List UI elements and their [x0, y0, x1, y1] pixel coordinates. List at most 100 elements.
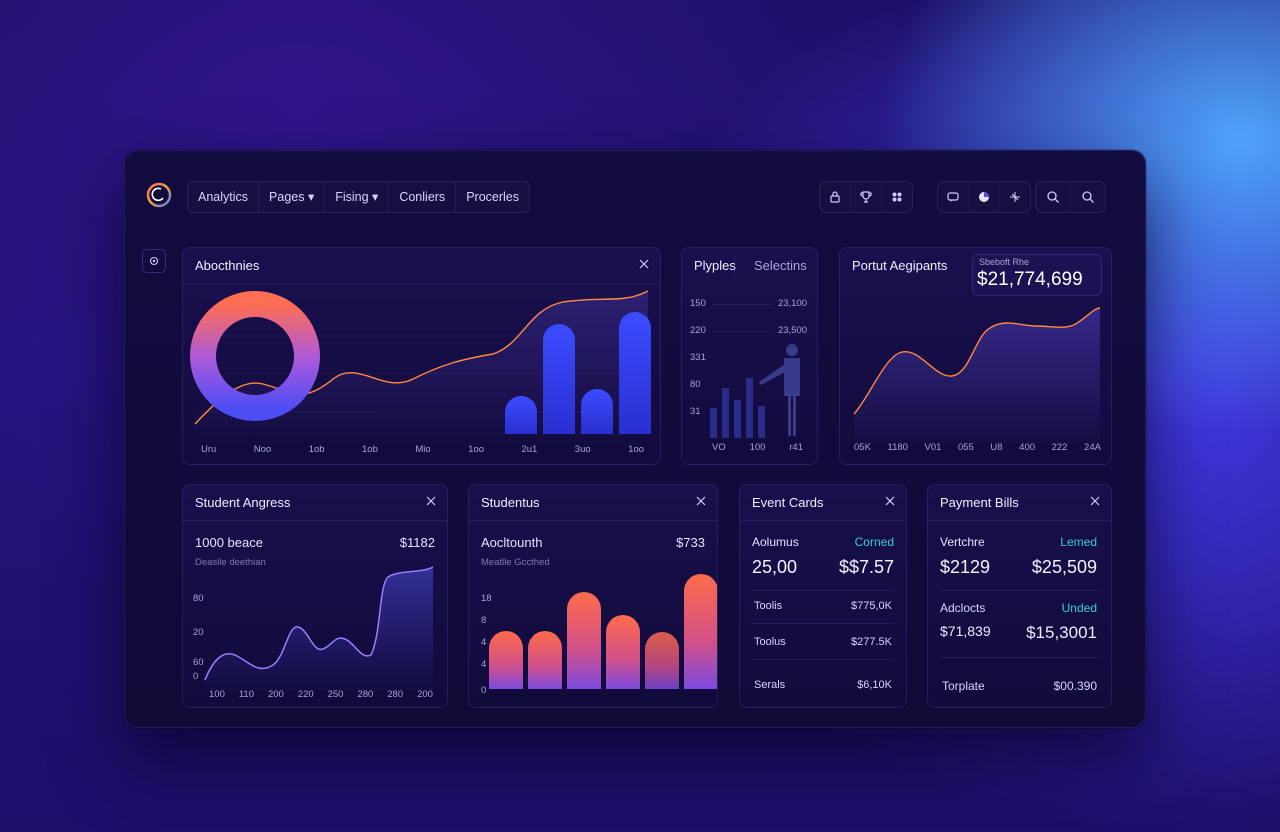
- tick-label: 05K: [854, 442, 871, 453]
- app-logo[interactable]: [145, 181, 173, 209]
- card-title: Portut Aegipants: [852, 258, 948, 273]
- tick-label: 24A: [1084, 442, 1101, 453]
- search-button[interactable]: [1036, 182, 1071, 212]
- tick-label: Uru: [201, 444, 217, 455]
- y-label: 150: [690, 298, 706, 309]
- col-label: Aolumus: [752, 535, 799, 549]
- x-axis: Uru Noo 1ob 1ob Mio 1oo 2u1 3uo 1oo: [201, 444, 644, 455]
- y-label: 80: [690, 379, 701, 390]
- y-label: 4: [481, 637, 487, 648]
- tick-label: 055: [957, 442, 974, 453]
- bar: [581, 389, 613, 434]
- lock-button[interactable]: [820, 182, 851, 212]
- bar: [619, 312, 651, 434]
- big-value: $2129: [940, 557, 991, 577]
- search-icon: [1082, 191, 1094, 203]
- nav-pages[interactable]: Pages ▾: [259, 182, 326, 212]
- close-icon[interactable]: [1089, 495, 1101, 507]
- chat-button[interactable]: [938, 182, 969, 212]
- sparkle-icon: [1010, 192, 1020, 202]
- col-label: Corned: [854, 535, 894, 549]
- bar: [746, 378, 753, 438]
- nav-procerles[interactable]: Procerles: [466, 190, 519, 204]
- tick-label: 100: [209, 689, 225, 700]
- close-icon[interactable]: [638, 258, 650, 270]
- bar: [645, 632, 679, 689]
- tick-label: 110: [238, 689, 254, 700]
- big-value: $25,509: [1031, 557, 1097, 577]
- nav-analytics[interactable]: Analytics: [188, 182, 260, 212]
- tick-label: 200: [267, 689, 284, 700]
- row-divider: [752, 659, 894, 660]
- card-title: Event Cards: [752, 495, 824, 510]
- pie-button[interactable]: [969, 182, 1000, 212]
- payment-bills-card: Payment Bills Vertchre Lemed $2129 $25,5…: [927, 484, 1112, 708]
- bar: [722, 388, 729, 438]
- divider: [469, 520, 717, 521]
- tick-label: 220: [297, 689, 314, 700]
- tick-label: Mio: [415, 444, 431, 455]
- tab-selections[interactable]: Selectins: [754, 258, 807, 273]
- person-figure: [759, 344, 800, 436]
- row-value: 23,100: [777, 298, 807, 309]
- toolbar-group-3: [1035, 181, 1106, 213]
- close-icon[interactable]: [695, 495, 707, 507]
- sparkle-button[interactable]: [1000, 182, 1030, 212]
- row-value: $15,3001: [1026, 623, 1097, 642]
- tick-label: 280: [357, 689, 374, 700]
- row-divider: [940, 590, 1099, 591]
- stat-value: $733: [676, 535, 705, 550]
- y-label: 31: [690, 406, 701, 417]
- stat-subtitle: Deaslle deethian: [195, 557, 266, 568]
- divider: [740, 520, 906, 521]
- tick-label: 1ob: [362, 444, 378, 455]
- sidebar-settings-button[interactable]: [142, 249, 166, 273]
- stat-label: 1000 beace: [195, 535, 263, 550]
- trophy-button[interactable]: [851, 182, 882, 212]
- bar-series: [505, 312, 651, 434]
- bar: [505, 396, 537, 434]
- bar: [528, 631, 562, 689]
- tick-label: 3uo: [574, 444, 591, 455]
- row-label: Toolis: [754, 600, 783, 612]
- tick-label: 1oo: [628, 444, 644, 455]
- pie-icon: [979, 192, 989, 202]
- col-label: Lemed: [1060, 535, 1097, 549]
- payment-line-chart: [853, 307, 1101, 444]
- row-value: $00.390: [1053, 679, 1097, 693]
- x-axis: 05K 1180 V01 055 U8 400 222 24A: [854, 442, 1101, 453]
- divider: [183, 520, 447, 521]
- activities-card: Abocthnies U: [182, 247, 661, 465]
- bar: [758, 406, 765, 438]
- tick-label: 280: [387, 689, 404, 700]
- payment-applicants-card: Portut Aegipants Sbeboft Rhe $21,774,699…: [839, 247, 1112, 465]
- y-label: 4: [481, 659, 487, 670]
- tick-label: 100: [749, 442, 766, 453]
- y-label: 18: [481, 593, 492, 604]
- x-axis: 100 110 200 220 250 280 280 200: [209, 689, 433, 700]
- nav-conliers[interactable]: Conliers: [389, 182, 457, 212]
- badge-label: Sbeboft Rhe: [979, 257, 1030, 267]
- badge-value: $21,774,699: [977, 269, 1083, 290]
- row-value: $277.5K: [851, 636, 892, 648]
- bar: [710, 408, 717, 438]
- card-title: Payment Bills: [940, 495, 1019, 510]
- tab-divider: [734, 256, 735, 276]
- row-label: Unded: [1061, 601, 1097, 615]
- players-card: Plyples Selectins 150 23,100 220 23,500 …: [681, 247, 818, 465]
- tick-label: U8: [990, 442, 1003, 453]
- settings-icon: [149, 256, 159, 266]
- row-label: Serals: [754, 679, 786, 691]
- grid-button[interactable]: [882, 182, 912, 212]
- divider: [928, 520, 1111, 521]
- close-icon[interactable]: [884, 495, 896, 507]
- stat-value: $1182: [399, 535, 435, 550]
- row-label: Toolus: [754, 636, 786, 648]
- col-label: Vertchre: [940, 535, 985, 549]
- tab-players[interactable]: Plyples: [694, 258, 736, 273]
- nav-fising[interactable]: Fising ▾: [325, 182, 390, 212]
- card-title: Studentus: [481, 495, 540, 510]
- search-button-2[interactable]: [1071, 182, 1105, 212]
- tick-label: 2u1: [521, 444, 538, 455]
- close-icon[interactable]: [425, 495, 437, 507]
